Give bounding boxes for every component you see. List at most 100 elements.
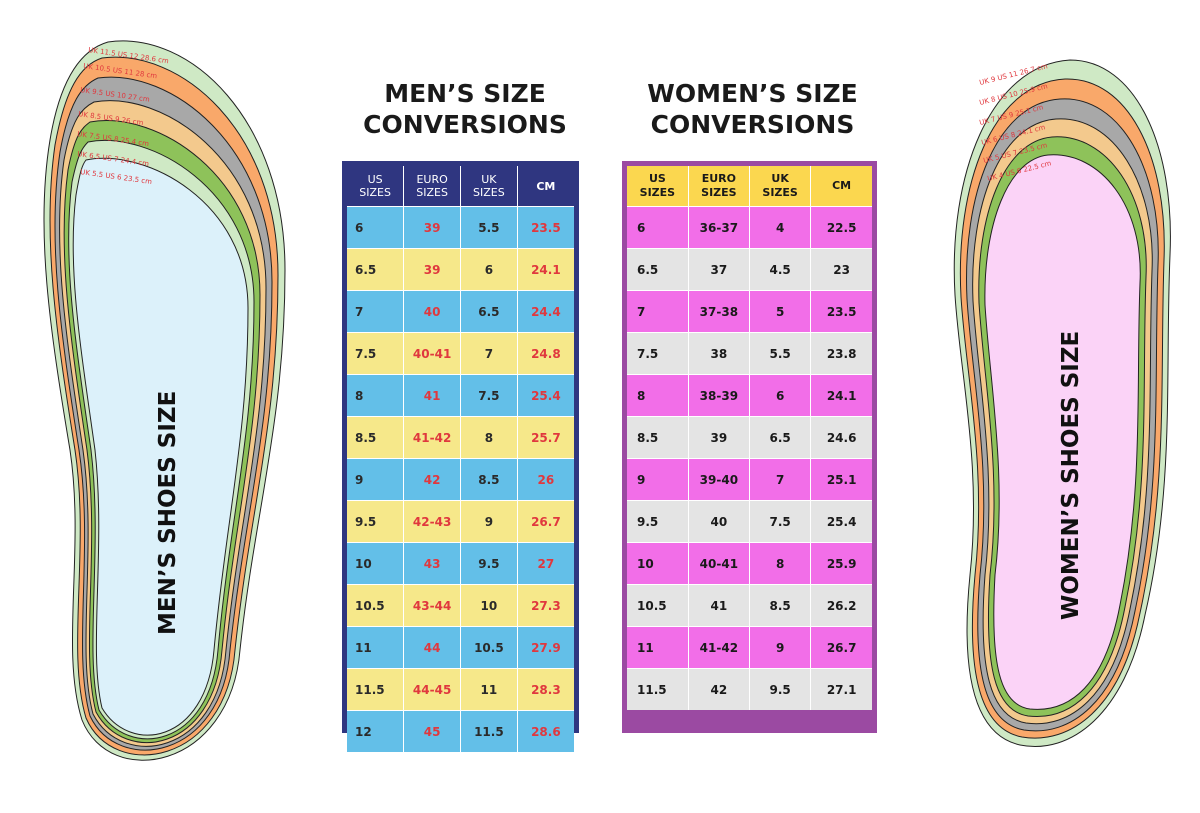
women-euro-cell: 39-40 — [687, 458, 750, 501]
men-cm-cell: 24.4 — [516, 290, 574, 333]
women-vertical-label: WOMEN’S SHOES SIZE — [1058, 331, 1084, 620]
men-cm-cell: 23.5 — [516, 206, 574, 249]
men-insole-uk: UK 6.5 — [77, 150, 101, 161]
women-cm-cell: 25.9 — [810, 542, 872, 585]
women-insole-uk: UK 9 — [979, 75, 997, 87]
women-uk-cell: 7 — [748, 458, 811, 501]
women-cm-cell: 25.4 — [810, 500, 872, 543]
men-table-header-row: US SIZES EURO SIZES UK SIZES CM — [347, 166, 574, 207]
men-euro-cell: 42-43 — [403, 500, 461, 543]
women-table-row: 7.5 38 5.5 23.8 — [627, 332, 872, 375]
women-insole-outlines — [953, 59, 1171, 747]
men-insole-cm: 27 cm — [128, 93, 151, 104]
women-uk-cell: 7.5 — [748, 500, 811, 543]
women-insole-uk: UK 5 — [983, 153, 1001, 165]
women-cm-cell: 24.1 — [810, 374, 872, 417]
women-euro-cell: 42 — [687, 668, 750, 710]
women-insole-us: US 11 — [997, 70, 1019, 83]
men-uk-cell: 10 — [460, 584, 518, 627]
women-cm-cell: 26.2 — [810, 584, 872, 627]
men-cm-cell: 27.3 — [516, 584, 574, 627]
women-table-row: 11 41-42 9 26.7 — [627, 626, 872, 669]
men-insole-uk: UK 9.5 — [80, 86, 104, 97]
men-cm-cell: 25.7 — [516, 416, 574, 459]
women-us-cell: 6.5 — [627, 248, 689, 291]
men-insole-us: US 7 — [102, 154, 119, 164]
men-cm-cell: 28.6 — [516, 710, 574, 752]
men-insole-cm: 28 cm — [135, 69, 158, 80]
women-uk-cell: 8.5 — [748, 584, 811, 627]
men-table-row: 8.5 41-42 8 25.7 — [347, 416, 574, 459]
women-title-line2: CONVERSIONS — [650, 110, 855, 139]
men-title-line1: MEN’S SIZE — [384, 79, 546, 108]
women-euro-cell: 36-37 — [687, 206, 750, 249]
svg-text:UK 9.5 US 10 27 cm: UK 9.5 US 10 27 cm — [80, 86, 151, 104]
men-cm-cell: 26.7 — [516, 500, 574, 543]
women-us-cell: 10 — [627, 542, 689, 585]
women-euro-cell: 40 — [687, 500, 750, 543]
women-title: WOMEN’S SIZE CONVERSIONS — [610, 78, 895, 140]
women-table-row: 10 40-41 8 25.9 — [627, 542, 872, 585]
svg-text:UK 8.5 US 9 26 cm: UK 8.5 US 9 26 cm — [78, 110, 144, 127]
men-insole-us: US 6 — [105, 172, 123, 182]
men-insole-uk: UK 5.5 — [80, 168, 104, 179]
men-cm-cell: 28.3 — [516, 668, 574, 711]
women-table-header-row: US SIZES EURO SIZES UK SIZES CM — [627, 166, 872, 207]
women-insole-us: US 6 — [1005, 167, 1023, 179]
women-table-row: 8 38-39 6 24.1 — [627, 374, 872, 417]
women-insole-illustration: UK 9 US 11 26.7 cm UK 8 US 10 25.9 cm UK… — [953, 59, 1171, 747]
women-header-us: US SIZES — [627, 166, 689, 207]
men-header-cm: CM — [516, 166, 574, 207]
men-euro-cell: 41-42 — [403, 416, 461, 459]
women-insole-uk: UK 7 — [979, 115, 997, 127]
svg-text:UK 10.5 US 11 28 cm: UK 10.5 US 11 28 cm — [83, 62, 158, 80]
men-header-euro: EURO SIZES — [403, 166, 461, 207]
men-cm-cell: 27 — [516, 542, 574, 585]
men-cm-cell: 27.9 — [516, 626, 574, 669]
women-euro-cell: 38 — [687, 332, 750, 375]
women-cm-cell: 27.1 — [810, 668, 872, 710]
men-insole-us: US 10 — [105, 90, 127, 101]
women-table-row: 11.5 42 9.5 27.1 — [627, 668, 872, 710]
men-us-cell: 6.5 — [347, 248, 404, 291]
men-cm-cell: 26 — [516, 458, 574, 501]
women-cm-cell: 24.6 — [810, 416, 872, 459]
men-euro-cell: 44 — [403, 626, 461, 669]
men-insole-size-labels: UK 11.5 US 12 28.6 cm UK 10.5 US 11 28 c… — [77, 46, 170, 186]
women-euro-cell: 37-38 — [687, 290, 750, 333]
men-us-cell: 10.5 — [347, 584, 404, 627]
men-table-row: 9.5 42-43 9 26.7 — [347, 500, 574, 543]
men-insole-uk: UK 10.5 — [83, 62, 111, 74]
men-insole-illustration: UK 11.5 US 12 28.6 cm UK 10.5 US 11 28 c… — [43, 40, 286, 761]
women-us-cell: 10.5 — [627, 584, 689, 627]
men-cm-cell: 25.4 — [516, 374, 574, 417]
men-title: MEN’S SIZE CONVERSIONS — [345, 78, 585, 140]
men-euro-cell: 41 — [403, 374, 461, 417]
men-insole-uk: UK 7.5 — [77, 130, 101, 141]
women-cm-cell: 22.5 — [810, 206, 872, 249]
men-table-row: 10.5 43-44 10 27.3 — [347, 584, 574, 627]
women-size-table: US SIZES EURO SIZES UK SIZES CM 6 36-37 4 22.5… — [627, 166, 872, 710]
men-us-cell: 8.5 — [347, 416, 404, 459]
men-uk-cell: 8 — [460, 416, 518, 459]
women-euro-cell: 40-41 — [687, 542, 750, 585]
men-insole-uk: UK 8.5 — [78, 110, 102, 121]
men-euro-cell: 44-45 — [403, 668, 461, 711]
women-insole-us: US 7 — [1001, 149, 1019, 161]
women-euro-cell: 41-42 — [687, 626, 750, 669]
women-header-euro: EURO SIZES — [687, 166, 750, 207]
women-uk-cell: 9 — [748, 626, 811, 669]
women-us-cell: 11.5 — [627, 668, 689, 710]
men-uk-cell: 9.5 — [460, 542, 518, 585]
women-cm-cell: 25.1 — [810, 458, 872, 501]
men-insole-cm: 24.4 cm — [120, 156, 149, 168]
men-euro-cell: 43-44 — [403, 584, 461, 627]
women-insole-us: US 8 — [999, 131, 1017, 143]
men-uk-cell: 10.5 — [460, 626, 518, 669]
men-header-uk: UK SIZES — [460, 166, 518, 207]
women-insole-us: US 9 — [997, 111, 1015, 123]
men-uk-cell: 11.5 — [460, 710, 518, 752]
men-euro-cell: 42 — [403, 458, 461, 501]
women-table-row: 6.5 37 4.5 23 — [627, 248, 872, 291]
men-table-row: 6.5 39 6 24.1 — [347, 248, 574, 291]
